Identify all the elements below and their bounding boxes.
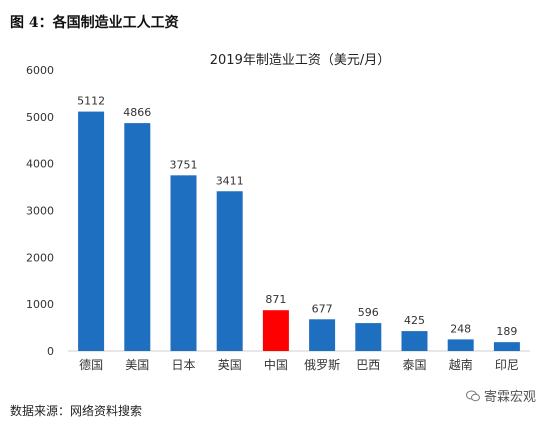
bar <box>124 123 151 351</box>
bar <box>447 339 474 351</box>
x-tick-label: 越南 <box>449 357 473 372</box>
bar <box>170 175 197 351</box>
x-tick-label: 美国 <box>125 358 149 372</box>
x-tick-label: 英国 <box>218 358 242 372</box>
y-tick-label: 5000 <box>26 111 54 124</box>
source-note: 数据来源：网络资料搜索 <box>10 404 143 418</box>
y-axis: 0 1000 2000 3000 4000 5000 6000 <box>26 64 54 358</box>
bar <box>401 331 428 351</box>
bar-value-label: 425 <box>404 314 425 327</box>
bar-value-label: 3751 <box>170 158 198 171</box>
bar-value-label: 4866 <box>123 106 151 119</box>
y-tick-label: 3000 <box>26 205 54 218</box>
bar <box>493 342 520 351</box>
y-tick-label: 6000 <box>26 64 54 77</box>
bar <box>309 319 336 351</box>
bar <box>355 323 382 351</box>
bar <box>216 191 243 351</box>
chart-title: 2019年制造业工资（美元/月） <box>210 53 390 68</box>
x-tick-label: 巴西 <box>356 358 380 372</box>
watermark: 寄霖宏观 <box>465 386 536 405</box>
bar-value-label: 3411 <box>216 174 244 187</box>
y-tick-label: 4000 <box>26 158 54 171</box>
y-tick-label: 2000 <box>26 251 54 264</box>
figure-caption: 图 4：各国制造业工人工资 <box>10 15 179 31</box>
bar-value-label: 871 <box>265 293 286 306</box>
x-tick-label: 日本 <box>171 358 195 372</box>
y-tick-label: 0 <box>47 345 54 358</box>
x-tick-label: 德国 <box>79 357 103 372</box>
wechat-icon <box>465 390 480 401</box>
x-tick-label: 印尼 <box>495 358 519 372</box>
bar-value-label: 189 <box>496 325 517 338</box>
x-tick-label: 泰国 <box>402 358 426 372</box>
bar <box>262 310 289 351</box>
x-tick-label: 中国 <box>264 357 288 372</box>
bar <box>78 111 105 351</box>
bars: 5112 德国 4866 美国 3751 日本 3411 英国 871 中国 677 俄罗斯 596 巴西… <box>77 95 520 372</box>
y-tick-label: 1000 <box>26 298 54 311</box>
bar-value-label: 677 <box>312 302 333 315</box>
bar-value-label: 596 <box>358 306 379 319</box>
bar-value-label: 248 <box>450 322 471 335</box>
watermark-text: 寄霖宏观 <box>483 390 536 405</box>
bar-value-label: 5112 <box>77 95 105 108</box>
x-tick-label: 俄罗斯 <box>304 358 340 372</box>
